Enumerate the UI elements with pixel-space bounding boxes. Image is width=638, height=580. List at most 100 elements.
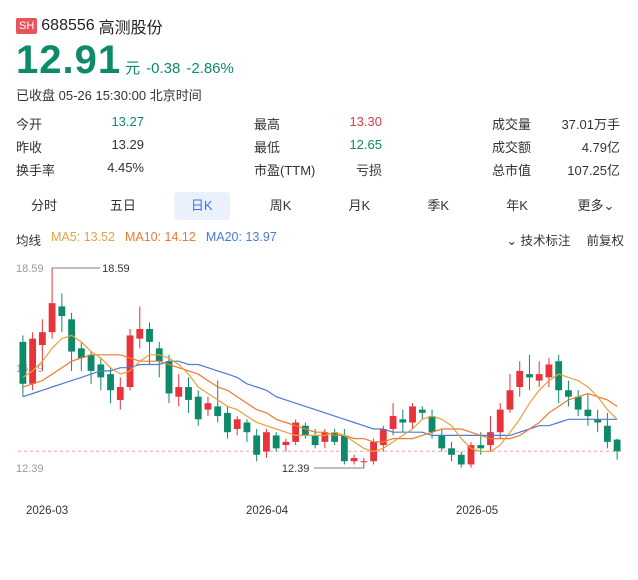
candle-body <box>194 396 202 420</box>
max-label: 18.59 <box>102 263 130 275</box>
candle-body <box>311 435 319 446</box>
price-change-pct: -2.86% <box>186 60 234 77</box>
stock-name: 高测股份 <box>98 20 163 37</box>
candle-body <box>87 354 95 371</box>
chart-tools: ⌄ 技术标注 前复权 <box>507 230 625 249</box>
y-axis-label: 12.39 <box>16 463 44 475</box>
indicator-button[interactable]: ⌄ 技术标注 <box>507 230 571 249</box>
tab-7[interactable]: 更多⌄ <box>568 192 624 220</box>
stat-value: 4.45% <box>107 160 144 175</box>
candle-body <box>448 448 455 455</box>
ma5-line <box>22 334 618 453</box>
stat-cell: 市盈(TTM) 亏损 <box>254 160 382 179</box>
stat-label: 最高 <box>254 117 281 132</box>
x-axis-label: 2026-04 <box>246 505 289 517</box>
candle-body <box>224 412 231 433</box>
candle-body <box>418 409 426 413</box>
tab-1[interactable]: 五日 <box>95 192 151 220</box>
stats-grid: 今开 13.27 最高 13.30 成交量 37.01万手昨收 13.29 最低 12.65 成交… <box>16 112 624 181</box>
candle-body <box>165 361 173 394</box>
adjust-button[interactable]: 前复权 <box>586 234 624 248</box>
stat-value: 13.30 <box>349 114 382 129</box>
tab-0[interactable]: 分时 <box>16 192 72 220</box>
stat-value: 13.27 <box>111 114 144 129</box>
chevron-down-icon: ⌄ <box>506 234 517 248</box>
market-badge: SH <box>16 18 38 34</box>
candle-body <box>545 364 553 378</box>
stat-label: 昨收 <box>16 140 43 155</box>
stat-cell: 昨收 13.29 <box>16 137 144 156</box>
stat-cell: 最高 13.30 <box>254 114 382 133</box>
candle-body <box>301 425 309 436</box>
stat-label: 成交量 <box>492 117 532 132</box>
candle-body <box>360 461 368 463</box>
candle-body <box>526 374 533 378</box>
tab-4[interactable]: 月K <box>331 192 387 220</box>
min-label: 12.39 <box>282 463 310 475</box>
stat-cell: 今开 13.27 <box>16 114 144 133</box>
chevron-down-icon: ⌄ <box>603 198 615 213</box>
candle-body <box>19 341 27 384</box>
tab-2[interactable]: 日K <box>173 192 230 220</box>
stat-cell: 最低 12.65 <box>254 137 382 156</box>
candle-body <box>116 387 124 400</box>
stats-row: 换手率 4.45% 市盈(TTM) 亏损 总市值 107.25亿 <box>16 158 624 181</box>
candle-body <box>48 303 56 333</box>
candle-body <box>77 348 85 358</box>
candle-body <box>272 435 280 449</box>
stat-value: 亏损 <box>355 163 382 178</box>
candle-body <box>594 419 602 423</box>
candle-body <box>282 441 290 446</box>
candle-body <box>263 432 270 452</box>
candle-body <box>399 419 407 423</box>
candle-body <box>506 390 514 410</box>
candle-body <box>535 374 543 381</box>
candle-body <box>38 332 46 346</box>
x-axis-label: 2026-03 <box>26 505 68 517</box>
candle-body <box>253 435 261 455</box>
candle-body <box>204 403 212 410</box>
candle-body <box>321 432 329 442</box>
candle-body <box>379 428 387 446</box>
candle-body <box>409 406 416 423</box>
stat-cell: 总市值 107.25亿 <box>492 160 620 179</box>
candle-body <box>146 328 153 342</box>
candle-body <box>136 328 144 339</box>
tab-5[interactable]: 季K <box>410 192 466 220</box>
ma10-value: MA10: 14.12 <box>124 230 196 244</box>
stat-cell: 换手率 4.45% <box>16 160 144 179</box>
ma20-value: MA20: 13.97 <box>205 230 277 244</box>
ma20-line <box>22 360 618 436</box>
tab-3[interactable]: 周K <box>253 192 309 220</box>
tab-label: 年K <box>506 198 528 213</box>
stats-row: 今开 13.27 最高 13.30 成交量 37.01万手 <box>16 112 624 135</box>
stats-row: 昨收 13.29 最低 12.65 成交额 4.79亿 <box>16 135 624 158</box>
candle-body <box>496 409 504 433</box>
candle-body <box>457 454 465 465</box>
stat-label: 最低 <box>254 140 281 155</box>
period-tabs: 分时 五日 日K 周K 月K 季K 年K 更多⌄ <box>16 192 624 220</box>
kline-chart[interactable]: 18.5915.4912.3918.5912.392026-032026-042… <box>0 250 638 530</box>
candle-body <box>185 387 192 400</box>
tab-label: 月K <box>348 198 371 213</box>
candle-body <box>107 374 114 391</box>
stat-value: 12.65 <box>349 137 382 152</box>
tab-label: 季K <box>427 198 450 213</box>
current-price: 12.91 <box>16 38 122 82</box>
candle-body <box>516 370 524 388</box>
candle-body <box>175 387 183 397</box>
stat-label: 换手率 <box>16 163 56 178</box>
tab-label: 周K <box>269 198 292 213</box>
stat-label: 今开 <box>16 117 43 132</box>
stock-header: SH 688556 高测股份 <box>16 14 163 38</box>
stat-label: 市盈(TTM) <box>254 163 316 178</box>
candle-body <box>613 439 621 452</box>
candle-body <box>58 306 66 317</box>
price-box: 12.91 元 -0.38 -2.86% <box>16 38 234 83</box>
ma-label[interactable]: 均线 <box>16 234 42 248</box>
market-status: 已收盘 05-26 15:30:00 北京时间 <box>16 88 202 103</box>
tab-6[interactable]: 年K <box>489 192 545 220</box>
stat-value: 37.01万手 <box>561 117 620 132</box>
candle-body <box>574 396 582 410</box>
x-axis-label: 2026-05 <box>456 505 498 517</box>
